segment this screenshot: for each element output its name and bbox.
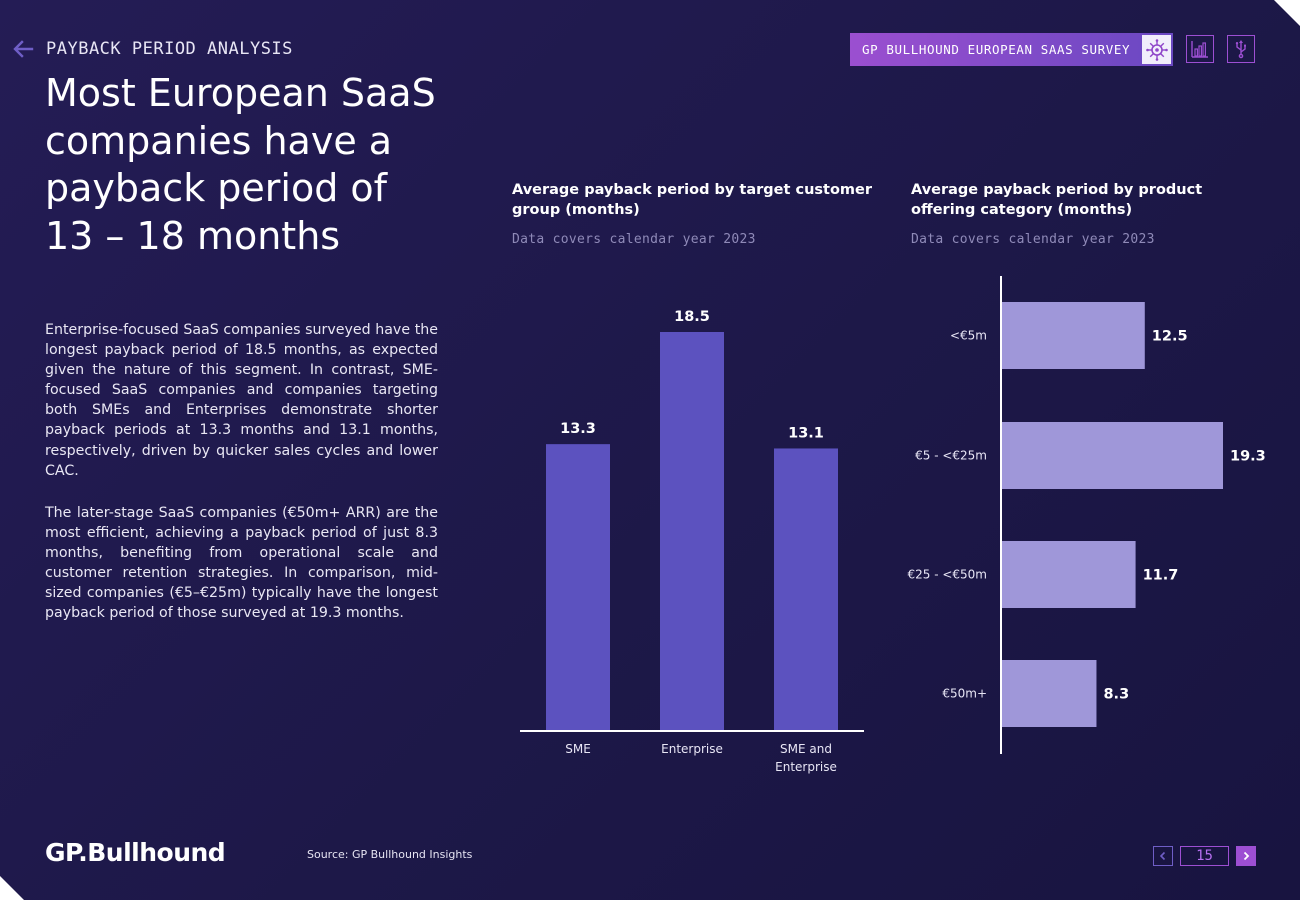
bar [1001, 422, 1223, 489]
data-label: 18.5 [674, 309, 710, 325]
bar [1001, 302, 1145, 369]
category-tick-label: <€5m [950, 329, 987, 343]
body-paragraph: The later-stage SaaS companies (€50m+ AR… [45, 504, 438, 622]
chart-subtitle-customer-group: Data covers calendar year 2023 [512, 232, 756, 247]
category-tick-label: SME [565, 742, 591, 756]
title-line: companies have a [45, 118, 393, 163]
back-button[interactable]: PAYBACK PERIOD ANALYSIS [12, 38, 293, 60]
category-tick-label: SME and [780, 742, 832, 756]
arrow-left-icon [13, 40, 34, 58]
data-label: 13.3 [560, 421, 596, 437]
page-corner-decoration [1274, 0, 1300, 26]
chevron-left-icon [1159, 851, 1166, 861]
survey-badge-label: GP BULLHOUND EUROPEAN SAAS SURVEY [862, 42, 1131, 57]
chart-title-product-category: Average payback period by product offeri… [911, 182, 1203, 218]
next-page-button[interactable] [1236, 846, 1256, 866]
bar-chart-product-category: 12.5 <€5m 19.3 €5 - <€25m 11.7 €25 - <€50m 8.3… [907, 276, 1266, 754]
usb-button[interactable] [1227, 35, 1255, 63]
title-line: payback period of [45, 166, 388, 210]
bar [774, 448, 838, 731]
category-tick-label: €25 - <€50m [907, 568, 987, 582]
previous-page-button[interactable] [1153, 846, 1173, 866]
category-tick-label: Enterprise [775, 760, 837, 774]
bar [1001, 660, 1097, 727]
usb-icon [1235, 40, 1246, 59]
data-label: 11.7 [1143, 568, 1179, 584]
data-label: 13.1 [788, 425, 824, 441]
gp-bullhound-logo: GP.Bullhound [45, 838, 226, 867]
category-tick-label: €5 - <€25m [915, 449, 987, 463]
page-number-input[interactable]: 15 [1180, 846, 1229, 866]
source-note: Source: GP Bullhound Insights [307, 848, 473, 861]
chart-subtitle-product-category: Data covers calendar year 2023 [911, 232, 1155, 247]
bar-chart-customer-group: 13.3 SME 18.5 Enterprise 13.1 SME and Enterpri… [520, 309, 864, 774]
body-paragraph: Enterprise-focused SaaS companies survey… [45, 322, 438, 479]
chevron-right-icon [1243, 851, 1250, 861]
virus-icon [1142, 35, 1171, 64]
category-tick-label: €50m+ [942, 687, 987, 701]
bar-chart-icon [1191, 41, 1208, 58]
chart-view-button[interactable] [1186, 35, 1214, 63]
survey-badge-button[interactable]: GP BULLHOUND EUROPEAN SAAS SURVEY [850, 33, 1173, 66]
section-label: PAYBACK PERIOD ANALYSIS [46, 39, 293, 59]
page-title: Most European SaaS companies have a payb… [45, 70, 465, 260]
bar [660, 332, 724, 731]
title-line: Most European SaaS [45, 71, 436, 115]
bar [546, 444, 610, 731]
category-tick-label: Enterprise [661, 742, 723, 756]
data-label: 12.5 [1152, 329, 1188, 345]
body-text: Enterprise-focused SaaS companies survey… [45, 320, 438, 645]
data-label: 19.3 [1230, 449, 1266, 465]
chart-title-customer-group: Average payback period by target custome… [512, 182, 873, 218]
title-line: 13 – 18 months [45, 213, 341, 258]
page-corner-decoration [0, 876, 24, 900]
data-label: 8.3 [1103, 687, 1129, 703]
bar [1001, 541, 1136, 608]
